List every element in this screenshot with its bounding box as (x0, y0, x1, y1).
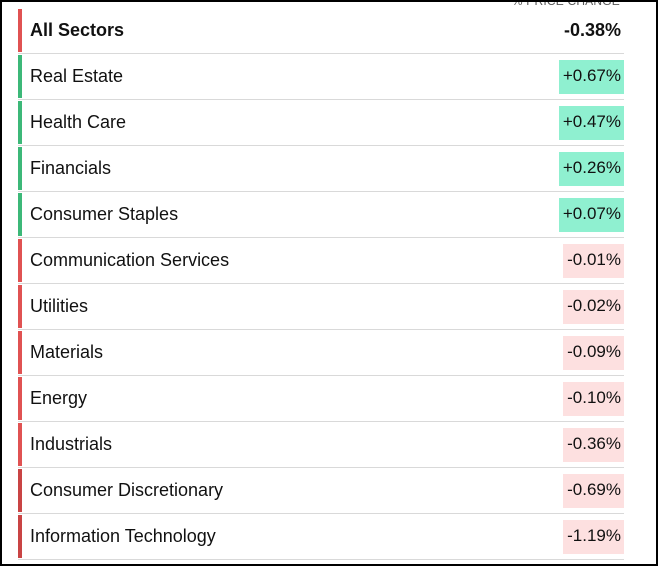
sector-change-value: -0.02% (563, 289, 624, 324)
change-indicator-bar (18, 239, 22, 282)
table-row-communication-services[interactable]: Communication Services -0.01% (18, 238, 624, 284)
change-indicator-bar (18, 9, 22, 52)
sector-name: Real Estate (30, 66, 124, 86)
sector-change-value: -0.09% (563, 335, 624, 370)
sector-name: Information Technology (30, 526, 216, 546)
table-row-all-sectors[interactable]: All Sectors -0.38% (18, 8, 624, 54)
sector-name: Consumer Discretionary (30, 480, 224, 500)
sector-change-value: +0.67% (558, 59, 624, 94)
table-row-industrials[interactable]: Industrials -0.36% (18, 422, 624, 468)
table-row-health-care[interactable]: Health Care +0.47% (18, 100, 624, 146)
table-row-materials[interactable]: Materials -0.09% (18, 330, 624, 376)
change-indicator-bar (18, 469, 22, 512)
change-indicator-bar (18, 285, 22, 328)
change-indicator-bar (18, 147, 22, 190)
change-indicator-bar (18, 101, 22, 144)
sector-change-value: -0.69% (563, 473, 624, 508)
change-indicator-bar (18, 515, 22, 558)
sector-change-value: +0.26% (558, 151, 624, 186)
sector-name: Materials (30, 342, 104, 362)
sector-change-value: -0.01% (563, 243, 624, 278)
sector-change-value: +0.07% (558, 197, 624, 232)
sector-name: Financials (30, 158, 112, 178)
sector-change-value: -0.10% (563, 381, 624, 416)
column-header-price-change: % PRICE CHANGE (511, 0, 620, 8)
change-indicator-bar (18, 193, 22, 236)
sector-name: Industrials (30, 434, 113, 454)
sector-change-value: -0.38% (563, 19, 621, 40)
change-indicator-bar (18, 331, 22, 374)
change-indicator-bar (18, 55, 22, 98)
sector-name: Utilities (30, 296, 89, 316)
sector-change-value: -0.36% (563, 427, 624, 462)
sector-name: Health Care (30, 112, 127, 132)
sector-table: All Sectors -0.38% Real Estate +0.67% He… (18, 8, 624, 560)
sector-name: Consumer Staples (30, 204, 179, 224)
change-indicator-bar (18, 377, 22, 420)
table-row-information-technology[interactable]: Information Technology -1.19% (18, 514, 624, 560)
sector-name: Energy (30, 388, 88, 408)
sector-name: All Sectors (30, 20, 125, 40)
sector-name: Communication Services (30, 250, 230, 270)
table-row-utilities[interactable]: Utilities -0.02% (18, 284, 624, 330)
table-row-consumer-staples[interactable]: Consumer Staples +0.07% (18, 192, 624, 238)
sector-change-value: +0.47% (558, 105, 624, 140)
table-row-real-estate[interactable]: Real Estate +0.67% (18, 54, 624, 100)
table-row-consumer-discretionary[interactable]: Consumer Discretionary -0.69% (18, 468, 624, 514)
table-row-energy[interactable]: Energy -0.10% (18, 376, 624, 422)
sector-change-value: -1.19% (563, 519, 624, 554)
change-indicator-bar (18, 423, 22, 466)
table-row-financials[interactable]: Financials +0.26% (18, 146, 624, 192)
